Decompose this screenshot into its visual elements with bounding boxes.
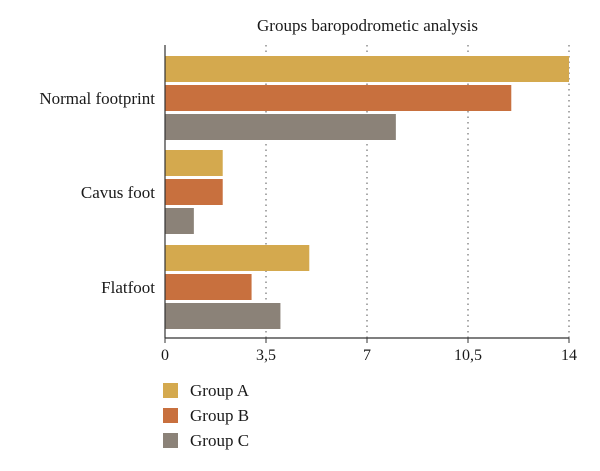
legend-item: Group B bbox=[163, 403, 249, 428]
bar-group-b-normal-footprint bbox=[165, 85, 512, 111]
x-tick-label: 0 bbox=[161, 347, 169, 364]
bar-group-b-cavus-foot bbox=[165, 179, 223, 205]
legend-label: Group B bbox=[190, 405, 250, 425]
legend-swatch bbox=[163, 433, 178, 448]
bar-group-c-normal-footprint bbox=[165, 114, 396, 140]
bar-group-c-flatfoot bbox=[165, 303, 281, 329]
bar-group-a-flatfoot bbox=[165, 245, 310, 271]
bar-group-b-flatfoot bbox=[165, 274, 252, 300]
legend-label: Group A bbox=[190, 380, 250, 400]
category-label: Flatfoot bbox=[101, 278, 155, 297]
legend-label: Group C bbox=[190, 430, 250, 450]
bar-group-a-normal-footprint bbox=[165, 56, 569, 82]
category-label: Normal footprint bbox=[39, 89, 155, 108]
legend-swatch bbox=[163, 408, 178, 423]
category-label: Cavus foot bbox=[81, 183, 155, 202]
x-tick-label: 7 bbox=[363, 347, 371, 364]
x-tick-label: 14 bbox=[561, 347, 577, 364]
chart-title: Groups baropodrometic analysis bbox=[257, 16, 478, 35]
legend: Group A Group B Group C bbox=[163, 378, 249, 453]
x-tick-label: 10,5 bbox=[454, 347, 482, 364]
legend-swatch bbox=[163, 383, 178, 398]
legend-item: Group A bbox=[163, 378, 249, 403]
bar-group-a-cavus-foot bbox=[165, 150, 223, 176]
legend-item: Group C bbox=[163, 428, 249, 453]
bar-group-c-cavus-foot bbox=[165, 208, 194, 234]
x-tick-label: 3,5 bbox=[256, 347, 276, 364]
